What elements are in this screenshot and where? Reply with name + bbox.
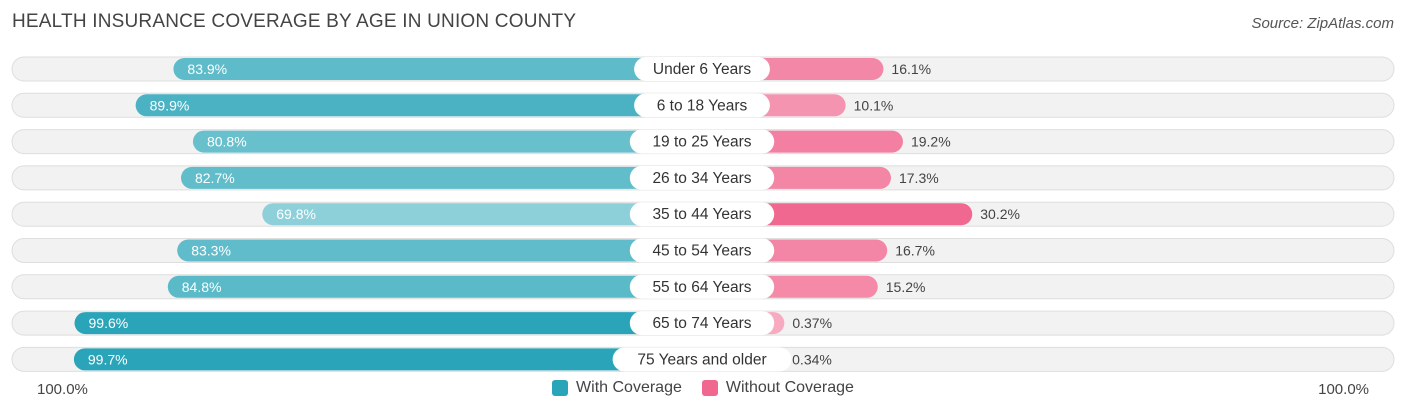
with-coverage-value-label: 83.9% bbox=[187, 61, 227, 77]
legend-without-coverage[interactable]: Without Coverage bbox=[701, 379, 854, 397]
with-coverage-value-label: 99.6% bbox=[89, 315, 129, 331]
with-coverage-value-label: 99.7% bbox=[88, 351, 128, 367]
with-coverage-bar bbox=[167, 275, 702, 298]
with-coverage-value-label: 83.3% bbox=[191, 243, 231, 259]
category-pill bbox=[629, 129, 775, 154]
category-pill bbox=[629, 202, 775, 227]
category-label: 45 to 54 Years bbox=[652, 243, 751, 260]
category-pill bbox=[629, 165, 775, 190]
right-axis-label: 100.0% bbox=[1318, 381, 1369, 398]
category-pill bbox=[634, 93, 770, 118]
with-coverage-bar bbox=[74, 312, 702, 335]
with-coverage-bar bbox=[177, 239, 702, 262]
without-coverage-value-label: 30.2% bbox=[980, 206, 1020, 222]
without-coverage-value-label: 16.7% bbox=[895, 243, 935, 259]
with-coverage-bar bbox=[192, 130, 702, 153]
category-pill bbox=[629, 238, 775, 263]
category-pill bbox=[629, 274, 775, 299]
left-axis-label: 100.0% bbox=[37, 381, 88, 398]
legend-with-swatch bbox=[552, 380, 569, 396]
chart-title: HEALTH INSURANCE COVERAGE BY AGE IN UNIO… bbox=[12, 11, 577, 32]
without-coverage-value-label: 17.3% bbox=[899, 170, 939, 186]
category-pill bbox=[629, 311, 775, 336]
with-coverage-bar bbox=[180, 166, 703, 189]
with-coverage-value-label: 69.8% bbox=[276, 206, 316, 222]
category-label: 75 Years and older bbox=[637, 351, 766, 368]
legend-with-coverage[interactable]: With Coverage bbox=[552, 379, 682, 397]
source-credit: Source: ZipAtlas.com bbox=[1251, 15, 1394, 32]
without-coverage-value-label: 19.2% bbox=[911, 134, 951, 150]
category-pill bbox=[634, 57, 770, 81]
with-coverage-value-label: 89.9% bbox=[150, 97, 190, 113]
with-coverage-bar bbox=[73, 348, 702, 371]
category-pill bbox=[612, 347, 792, 372]
category-label: 19 to 25 Years bbox=[652, 134, 751, 151]
legend-without-label: Without Coverage bbox=[725, 379, 854, 396]
category-label: 65 to 74 Years bbox=[652, 315, 751, 332]
without-coverage-value-label: 15.2% bbox=[886, 279, 926, 295]
with-coverage-bar bbox=[262, 203, 702, 226]
without-coverage-value-label: 0.37% bbox=[792, 315, 832, 331]
category-label: Under 6 Years bbox=[653, 61, 751, 78]
legend-without-swatch bbox=[701, 380, 718, 396]
with-coverage-value-label: 80.8% bbox=[207, 134, 247, 150]
with-coverage-value-label: 84.8% bbox=[182, 279, 222, 295]
without-coverage-value-label: 10.1% bbox=[854, 97, 894, 113]
with-coverage-value-label: 82.7% bbox=[195, 170, 235, 186]
category-label: 26 to 34 Years bbox=[652, 170, 751, 187]
with-coverage-bar bbox=[173, 58, 702, 80]
legend-with-label: With Coverage bbox=[576, 379, 682, 396]
without-coverage-value-label: 0.34% bbox=[792, 351, 832, 367]
category-label: 55 to 64 Years bbox=[652, 279, 751, 296]
legend: With Coverage Without Coverage bbox=[0, 379, 1406, 397]
without-coverage-value-label: 16.1% bbox=[891, 61, 931, 77]
category-label: 6 to 18 Years bbox=[657, 97, 748, 114]
with-coverage-bar bbox=[135, 94, 702, 117]
category-label: 35 to 44 Years bbox=[652, 206, 751, 223]
